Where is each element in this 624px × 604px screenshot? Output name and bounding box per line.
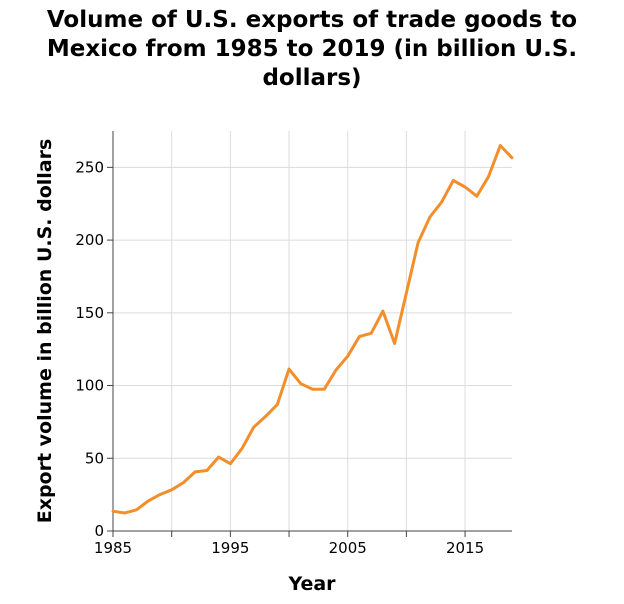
y-tick-label: 50 bbox=[85, 449, 104, 467]
y-tick-label: 100 bbox=[75, 377, 104, 395]
grid-lines bbox=[113, 131, 512, 531]
axes bbox=[107, 131, 512, 537]
y-tick-label: 150 bbox=[75, 304, 104, 322]
x-tick-label: 1995 bbox=[211, 539, 249, 557]
x-tick-label: 2015 bbox=[446, 539, 484, 557]
x-tick-label: 2005 bbox=[329, 539, 367, 557]
chart-title: Volume of U.S. exports of trade goods to… bbox=[46, 7, 578, 91]
y-tick-label: 200 bbox=[75, 231, 104, 249]
y-tick-label: 250 bbox=[75, 158, 104, 176]
x-axis-label: Year bbox=[287, 573, 336, 595]
series-line bbox=[111, 144, 514, 515]
y-tick-label: 0 bbox=[94, 522, 104, 540]
plot-area bbox=[113, 131, 512, 531]
x-tick-label: 1985 bbox=[94, 539, 132, 557]
series-group bbox=[111, 144, 514, 515]
y-axis-label: Export volume in billion U.S. dollars bbox=[34, 139, 56, 524]
tick-labels: 0 50 100 150 200 250 1985 1995 2005 2015 bbox=[75, 158, 484, 557]
